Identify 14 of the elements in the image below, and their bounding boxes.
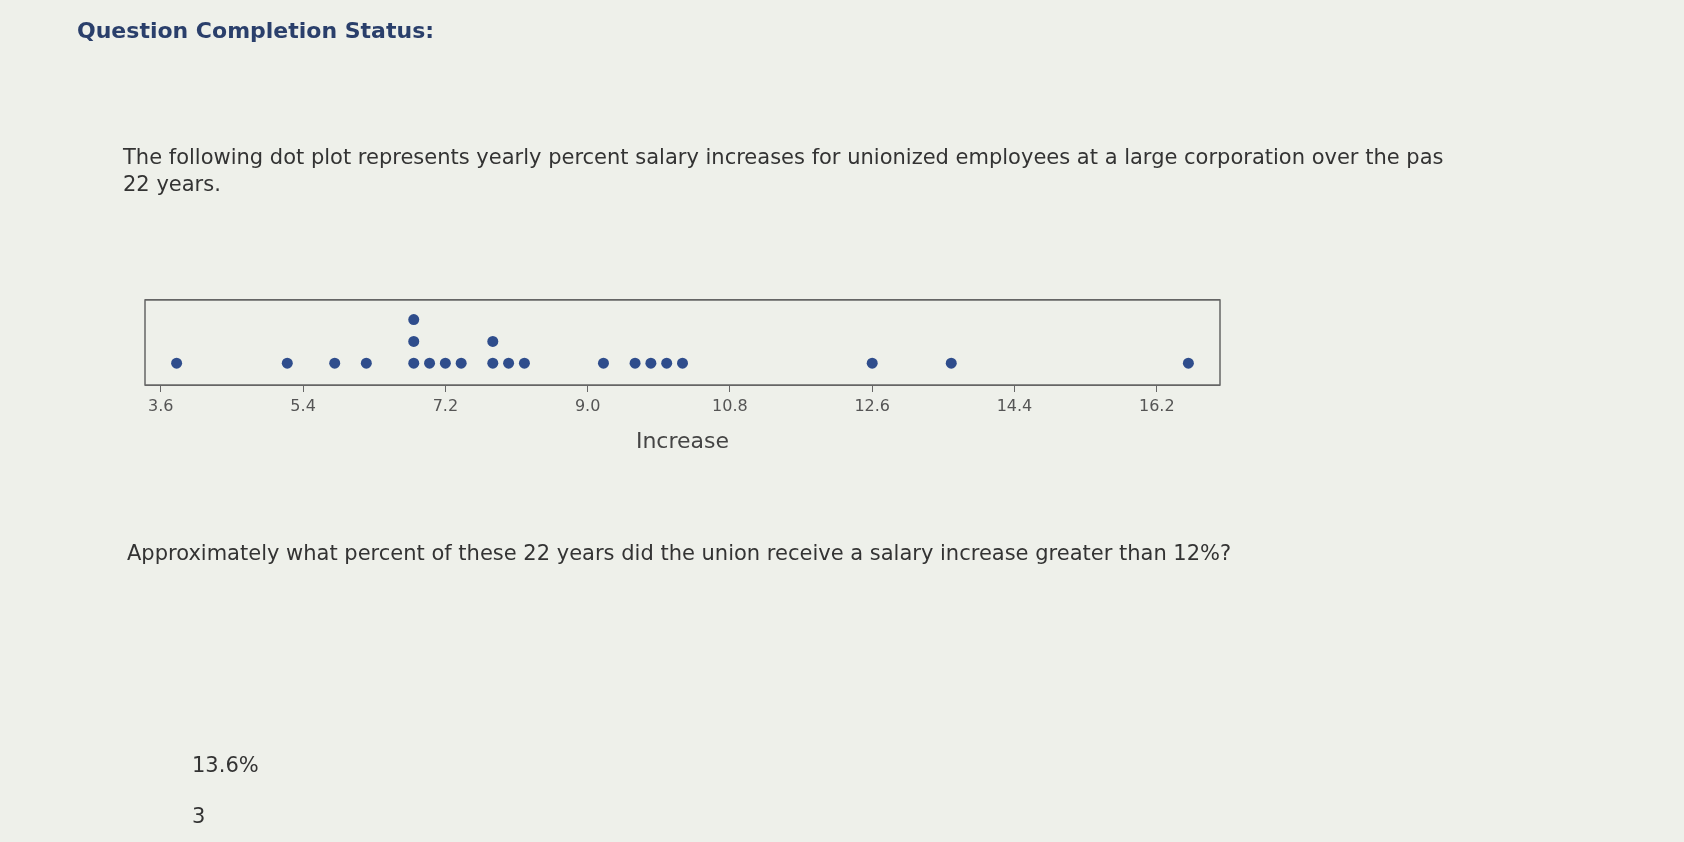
x-tick-label: 10.8 xyxy=(712,396,748,416)
text: 13.6% xyxy=(192,753,259,777)
text: Approximately what percent of these 22 years did the union receive a salary increase greater than 12%? xyxy=(127,541,1232,565)
x-tick-label: 16.2 xyxy=(1138,396,1175,416)
x-tick-label: 9.0 xyxy=(574,396,601,416)
x-axis-title: Increase xyxy=(635,428,730,454)
x-tick-label: 3.6 xyxy=(148,396,174,416)
x-tick-label: 14.4 xyxy=(996,396,1033,416)
x-tick-label: 7.2 xyxy=(432,396,459,416)
chart-subtitle: The following dot plot represents yearly percent salary increases for unionized employees at a large corporation over the pas 22 years. xyxy=(122,145,1444,197)
chart-title: Question Completion Status: xyxy=(77,18,435,43)
text: 3 xyxy=(192,804,206,828)
x-tick-label: 12.6 xyxy=(854,396,891,416)
x-tick-label: 5.4 xyxy=(290,396,316,416)
